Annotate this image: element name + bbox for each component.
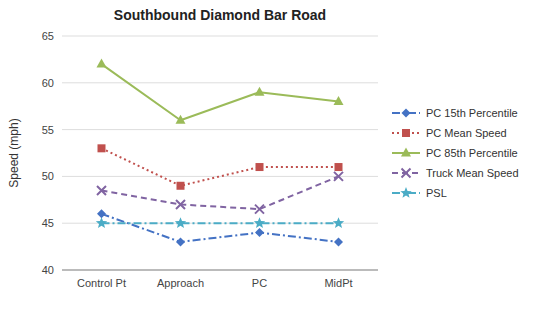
point — [98, 144, 106, 152]
point — [333, 217, 344, 228]
x-axis: Control Pt Approach PC MidPt — [77, 277, 353, 289]
plot-area — [96, 59, 344, 247]
legend-marker — [401, 148, 411, 157]
series-line — [102, 148, 339, 185]
grid-line — [62, 36, 378, 37]
legend: PC 15th Percentile PC Mean Speed PC 85th P… — [392, 107, 519, 199]
series — [97, 172, 343, 214]
grid-line — [62, 176, 378, 177]
x-tick-label: MidPt — [324, 277, 352, 289]
legend-item: PC 15th Percentile — [392, 107, 518, 119]
point — [176, 200, 185, 209]
legend-marker — [402, 109, 411, 118]
legend-label: PC Mean Speed — [426, 127, 507, 139]
point — [255, 228, 264, 237]
point — [97, 209, 106, 218]
title: Southbound Diamond Bar Road — [114, 7, 326, 23]
series — [97, 209, 343, 246]
series — [97, 59, 344, 124]
x-tick-label: Approach — [157, 277, 204, 289]
series-line — [102, 64, 339, 120]
point — [96, 217, 107, 228]
x-tick-label: Control Pt — [77, 277, 126, 289]
y-axis: 40 45 50 55 60 65 — [42, 30, 378, 276]
point — [334, 96, 344, 105]
point — [254, 217, 265, 228]
grid-line — [62, 270, 378, 271]
legend-label: PC 15th Percentile — [426, 107, 518, 119]
point — [97, 59, 107, 68]
point — [97, 186, 106, 195]
y-tick-label: 50 — [42, 170, 54, 182]
y-tick-label: 55 — [42, 124, 54, 136]
y-tick-label: 65 — [42, 30, 54, 42]
legend-marker — [400, 187, 411, 198]
point — [175, 217, 186, 228]
y-tick-label: 40 — [42, 264, 54, 276]
chart: 40 45 50 55 60 65 Control Pt Approach PC MidPt Spe… — [0, 0, 536, 311]
point — [255, 205, 264, 214]
x-axis-line — [62, 270, 378, 271]
legend-item: PC 85th Percentile — [392, 147, 518, 159]
legend-item: PC Mean Speed — [392, 127, 507, 139]
grid-line — [62, 82, 378, 83]
legend-label: PSL — [426, 187, 447, 199]
point — [176, 115, 186, 124]
series-line — [102, 176, 339, 209]
y-tick-label: 45 — [42, 217, 54, 229]
point — [176, 237, 185, 246]
legend-marker — [402, 169, 411, 178]
y-tick-label: 60 — [42, 77, 54, 89]
legend-label: Truck Mean Speed — [426, 167, 519, 179]
series — [96, 217, 344, 228]
point — [335, 163, 343, 171]
grid-line — [62, 223, 378, 224]
grid-line — [62, 129, 378, 130]
x-tick-label: PC — [252, 277, 267, 289]
series — [98, 144, 343, 189]
point — [256, 163, 264, 171]
point — [334, 172, 343, 181]
point — [177, 182, 185, 190]
y-axis-label: Speed (mph) — [7, 118, 21, 187]
legend-item: PSL — [392, 187, 447, 199]
point — [255, 87, 265, 96]
legend-item: Truck Mean Speed — [392, 167, 519, 179]
series-line — [102, 214, 339, 242]
legend-marker — [402, 129, 410, 137]
legend-label: PC 85th Percentile — [426, 147, 518, 159]
point — [334, 237, 343, 246]
series-line — [102, 222, 339, 224]
